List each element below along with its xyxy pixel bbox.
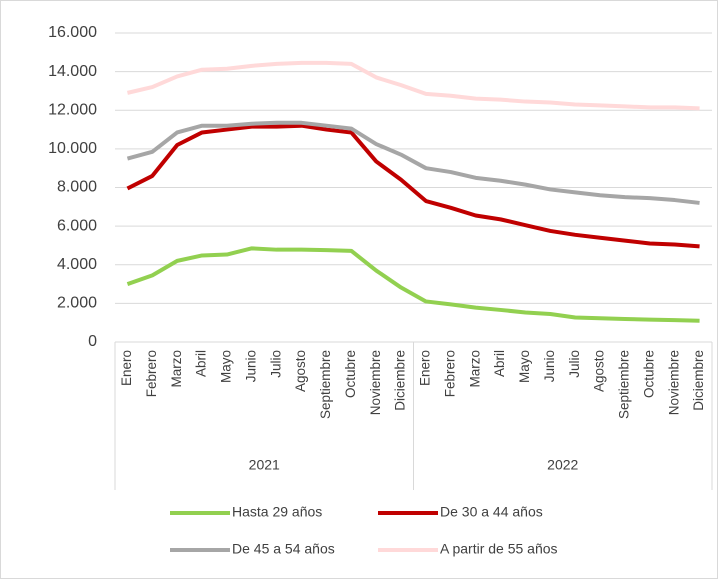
y-tick-label: 8.000 bbox=[57, 179, 97, 196]
x-tick-label: Diciembre bbox=[393, 350, 408, 411]
x-tick-label: Marzo bbox=[169, 350, 184, 388]
y-tick-label: 10.000 bbox=[48, 140, 97, 157]
y-tick-label: 2.000 bbox=[57, 295, 97, 312]
legend-label: Hasta 29 años bbox=[232, 504, 322, 520]
legend-label: De 30 a 44 años bbox=[440, 504, 543, 520]
x-tick-label: Enero bbox=[418, 350, 433, 386]
group-label: 2022 bbox=[547, 457, 578, 473]
series-line bbox=[126, 120, 700, 205]
x-tick-label: Junio bbox=[243, 350, 258, 382]
x-tick-label: Septiembre bbox=[318, 350, 333, 419]
y-tick-label: 12.000 bbox=[48, 101, 97, 118]
x-tick-label: Febrero bbox=[442, 350, 457, 397]
x-tick-label: Diciembre bbox=[691, 350, 706, 411]
legend-label: A partir de 55 años bbox=[440, 541, 558, 557]
series-line bbox=[126, 246, 700, 323]
series-line bbox=[126, 123, 700, 249]
x-tick-label: Septiembre bbox=[617, 350, 632, 419]
x-tick-label: Junio bbox=[542, 350, 557, 382]
x-tick-label: Julio bbox=[567, 350, 582, 378]
x-tick-label: Noviembre bbox=[368, 350, 383, 415]
x-tick-label: Julio bbox=[268, 350, 283, 378]
y-tick-label: 6.000 bbox=[57, 217, 97, 234]
x-tick-label: Agosto bbox=[293, 350, 308, 392]
series-line bbox=[126, 60, 700, 111]
x-tick-label: Abril bbox=[492, 350, 507, 377]
y-tick-label: 16.000 bbox=[48, 24, 97, 41]
x-tick-label: Mayo bbox=[219, 350, 234, 383]
group-label: 2021 bbox=[249, 457, 280, 473]
x-tick-label: Febrero bbox=[144, 350, 159, 397]
x-tick-label: Octubre bbox=[343, 350, 358, 398]
x-tick-label: Abril bbox=[194, 350, 209, 377]
y-tick-label: 14.000 bbox=[48, 63, 97, 80]
legend-label: De 45 a 54 años bbox=[232, 541, 335, 557]
x-tick-label: Octubre bbox=[641, 350, 656, 398]
x-tick-label: Marzo bbox=[467, 350, 482, 388]
x-tick-label: Enero bbox=[119, 350, 134, 386]
x-tick-label: Noviembre bbox=[666, 350, 681, 415]
x-tick-label: Mayo bbox=[517, 350, 532, 383]
y-tick-label: 4.000 bbox=[57, 256, 97, 273]
y-tick-label: 0 bbox=[88, 333, 97, 350]
x-tick-label: Agosto bbox=[592, 350, 607, 392]
